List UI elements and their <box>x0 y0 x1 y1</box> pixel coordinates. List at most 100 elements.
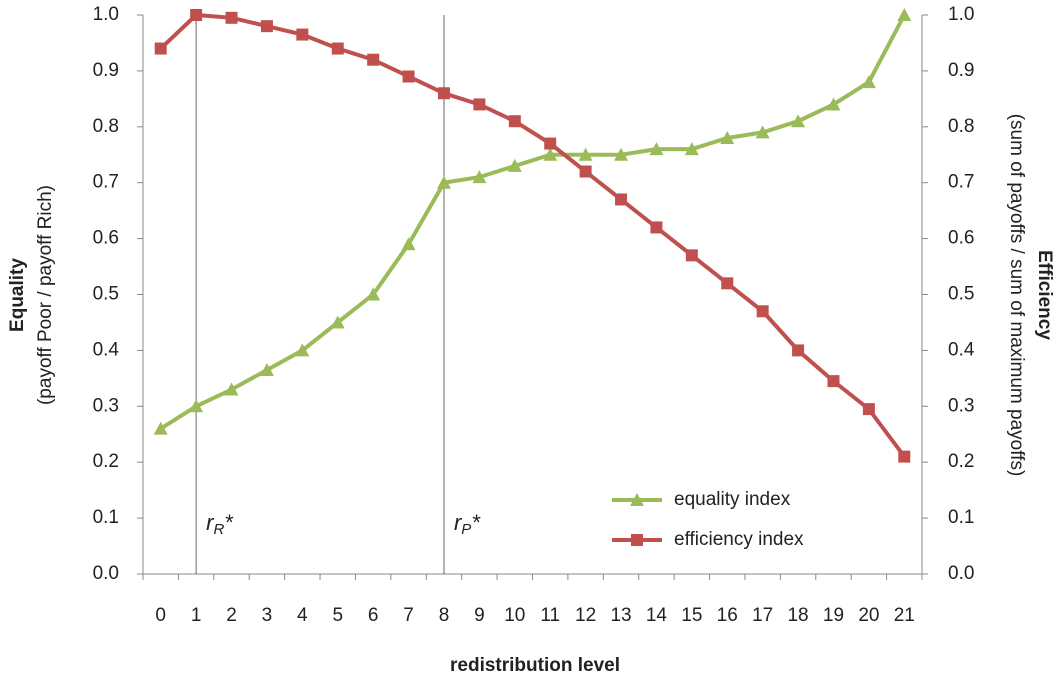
marker <box>331 42 344 55</box>
marker <box>224 382 239 396</box>
y2-tick-label: 0.5 <box>948 284 974 305</box>
marker <box>437 87 450 100</box>
x-tick-label: 21 <box>894 605 915 626</box>
marker <box>260 20 273 33</box>
marker <box>259 362 274 376</box>
x-tick-label: 6 <box>368 605 379 626</box>
x-tick-label: 10 <box>504 605 525 626</box>
series-line <box>159 12 906 458</box>
y2-axis-subtitle: (sum of payoffs / sum of maximum payoffs… <box>1006 114 1027 477</box>
marker <box>630 493 644 506</box>
marker <box>295 343 310 357</box>
y2-tick-label: 0.3 <box>948 395 974 416</box>
marker <box>402 70 415 83</box>
x-tick-label: 16 <box>717 605 738 626</box>
annotation-label: rP* <box>454 510 481 538</box>
y-tick-label: 0.1 <box>93 507 119 528</box>
annotation-text: r <box>206 510 215 535</box>
marker <box>436 175 451 189</box>
y-tick-label: 0.7 <box>93 172 119 193</box>
series-line <box>159 14 907 431</box>
x-tick-label: 8 <box>439 605 450 626</box>
marker <box>898 450 911 463</box>
marker <box>862 403 875 416</box>
x-tick-label: 11 <box>540 605 560 626</box>
y-tick-label: 0.0 <box>93 563 119 584</box>
marker <box>721 277 734 290</box>
marker <box>792 344 805 357</box>
marker <box>507 158 522 172</box>
marker <box>897 8 912 21</box>
marker <box>367 53 380 66</box>
marker <box>631 534 643 546</box>
marker <box>544 137 557 150</box>
x-tick-label: 4 <box>297 605 308 626</box>
y-tick-label: 0.8 <box>93 116 119 137</box>
marker <box>614 147 629 161</box>
marker <box>827 375 840 388</box>
marker <box>791 114 806 128</box>
marker <box>296 28 309 41</box>
marker <box>650 221 663 234</box>
marker <box>472 170 487 184</box>
marker <box>366 287 381 301</box>
y2-tick-label: 0.8 <box>948 116 974 137</box>
y2-tick-label: 0.9 <box>948 60 974 81</box>
marker <box>189 399 204 413</box>
y-axis-subtitle: (payoff Poor / payoff Rich) <box>35 185 56 405</box>
x-tick-label: 18 <box>787 605 808 626</box>
marker <box>615 193 628 206</box>
y-tick-label: 0.6 <box>93 228 119 249</box>
x-tick-label: 13 <box>610 605 631 626</box>
x-tick-label: 7 <box>403 605 414 626</box>
y2-tick-label: 0.2 <box>948 451 974 472</box>
y2-tick-label: 0.0 <box>948 563 974 584</box>
marker <box>473 98 486 111</box>
y-tick-label: 0.4 <box>93 339 120 360</box>
annotation-sub: P <box>461 521 471 538</box>
marker <box>330 315 345 329</box>
marker <box>756 305 769 318</box>
annotation-label: rR* <box>206 510 234 538</box>
x-tick-label: 15 <box>681 605 702 626</box>
x-tick-label: 1 <box>191 605 202 626</box>
y-tick-label: 1.0 <box>93 4 119 25</box>
y-tick-label: 0.5 <box>93 284 119 305</box>
marker <box>649 142 664 156</box>
marker <box>578 147 593 161</box>
x-tick-label: 14 <box>646 605 668 626</box>
marker <box>720 130 735 144</box>
annotation-suffix: * <box>471 510 481 535</box>
y2-tick-label: 0.6 <box>948 228 974 249</box>
marker <box>153 421 168 435</box>
marker <box>685 249 698 262</box>
y2-tick-label: 0.4 <box>948 339 975 360</box>
x-tick-label: 20 <box>858 605 879 626</box>
marker <box>684 142 699 156</box>
x-tick-label: 0 <box>155 605 166 626</box>
y-tick-label: 0.3 <box>93 395 119 416</box>
x-tick-label: 19 <box>823 605 844 626</box>
marker <box>543 147 558 161</box>
marker <box>225 11 238 24</box>
marker <box>861 75 876 89</box>
x-tick-label: 5 <box>332 605 343 626</box>
x-axis-title: redistribution level <box>450 655 620 676</box>
marker <box>826 97 841 111</box>
x-tick-label: 17 <box>752 605 773 626</box>
y2-tick-label: 0.1 <box>948 507 974 528</box>
marker <box>401 237 416 251</box>
marker <box>190 9 203 21</box>
legend-label: efficiency index <box>674 529 804 550</box>
annotation-text: r <box>454 510 463 535</box>
x-tick-label: 2 <box>226 605 237 626</box>
x-tick-label: 3 <box>262 605 273 626</box>
annotation-sub: R <box>213 521 224 538</box>
marker <box>755 125 770 139</box>
marker <box>508 115 521 128</box>
annotation-suffix: * <box>224 510 234 535</box>
y2-axis-title: Efficiency <box>1034 250 1055 340</box>
marker <box>579 165 592 178</box>
y-axis-title: Equality <box>7 258 28 332</box>
